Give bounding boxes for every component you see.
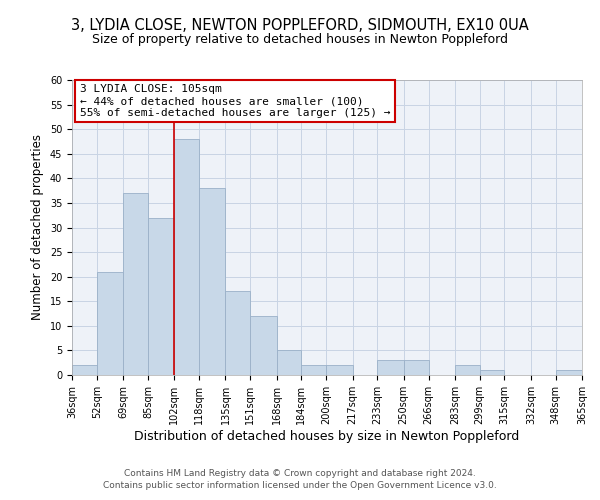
Bar: [377, 360, 404, 375]
Bar: [301, 365, 326, 375]
Bar: [326, 365, 353, 375]
Text: Contains HM Land Registry data © Crown copyright and database right 2024.: Contains HM Land Registry data © Crown c…: [124, 468, 476, 477]
Text: 3, LYDIA CLOSE, NEWTON POPPLEFORD, SIDMOUTH, EX10 0UA: 3, LYDIA CLOSE, NEWTON POPPLEFORD, SIDMO…: [71, 18, 529, 32]
Bar: [455, 365, 479, 375]
Text: Contains public sector information licensed under the Open Government Licence v3: Contains public sector information licen…: [103, 481, 497, 490]
Bar: [277, 350, 301, 375]
Bar: [175, 139, 199, 375]
Bar: [250, 316, 277, 375]
Bar: [404, 360, 428, 375]
Bar: [123, 193, 148, 375]
Text: Size of property relative to detached houses in Newton Poppleford: Size of property relative to detached ho…: [92, 32, 508, 46]
Bar: [97, 272, 123, 375]
X-axis label: Distribution of detached houses by size in Newton Poppleford: Distribution of detached houses by size …: [134, 430, 520, 442]
Bar: [199, 188, 226, 375]
Y-axis label: Number of detached properties: Number of detached properties: [31, 134, 44, 320]
Bar: [226, 292, 250, 375]
Bar: [556, 370, 582, 375]
Bar: [148, 218, 175, 375]
Bar: [479, 370, 505, 375]
Text: 3 LYDIA CLOSE: 105sqm
← 44% of detached houses are smaller (100)
55% of semi-det: 3 LYDIA CLOSE: 105sqm ← 44% of detached …: [80, 84, 390, 117]
Bar: [72, 365, 97, 375]
